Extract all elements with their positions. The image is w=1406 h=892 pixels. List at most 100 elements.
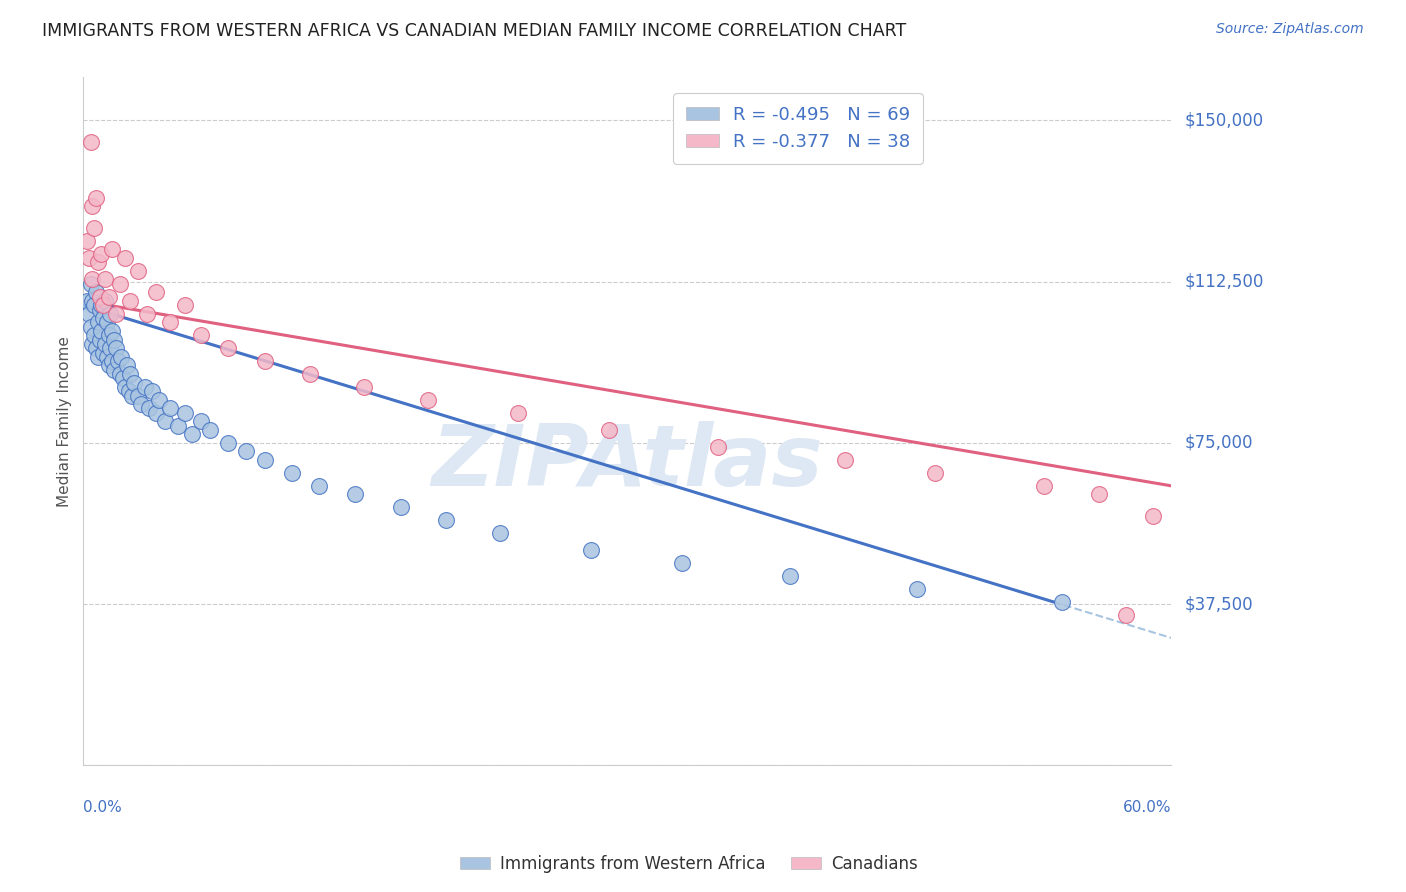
Point: [834, 453, 856, 467]
Point: [166, 418, 188, 433]
Point: [83, 298, 105, 312]
Text: IMMIGRANTS FROM WESTERN AFRICA VS CANADIAN MEDIAN FAMILY INCOME CORRELATION CHAR: IMMIGRANTS FROM WESTERN AFRICA VS CANADI…: [42, 22, 907, 40]
Point: [100, 307, 122, 321]
Point: [89, 333, 111, 347]
Point: [76, 234, 98, 248]
Point: [76, 293, 98, 308]
Point: [82, 337, 104, 351]
Point: [598, 423, 620, 437]
Y-axis label: Median Family Income: Median Family Income: [58, 336, 72, 507]
Text: $75,000: $75,000: [1185, 434, 1254, 452]
Point: [353, 380, 375, 394]
Point: [84, 191, 107, 205]
Text: $150,000: $150,000: [1185, 112, 1264, 129]
Point: [181, 427, 204, 442]
Point: [905, 582, 928, 596]
Point: [344, 487, 367, 501]
Point: [112, 371, 135, 385]
Point: [159, 316, 181, 330]
Point: [77, 307, 100, 321]
Point: [173, 298, 195, 312]
Point: [89, 302, 111, 317]
Text: 60.0%: 60.0%: [1123, 799, 1171, 814]
Legend: R = -0.495   N = 69, R = -0.377   N = 38: R = -0.495 N = 69, R = -0.377 N = 38: [673, 94, 922, 163]
Point: [87, 350, 110, 364]
Point: [120, 293, 142, 308]
Point: [135, 307, 157, 321]
Point: [707, 440, 730, 454]
Point: [308, 479, 330, 493]
Point: [117, 384, 139, 399]
Point: [114, 251, 136, 265]
Text: Source: ZipAtlas.com: Source: ZipAtlas.com: [1216, 22, 1364, 37]
Point: [108, 367, 131, 381]
Point: [127, 264, 149, 278]
Point: [89, 290, 111, 304]
Point: [121, 388, 143, 402]
Point: [489, 526, 512, 541]
Point: [671, 556, 693, 570]
Point: [108, 277, 131, 291]
Point: [114, 380, 136, 394]
Point: [90, 324, 112, 338]
Point: [107, 354, 129, 368]
Point: [115, 359, 138, 373]
Point: [110, 350, 132, 364]
Point: [104, 341, 127, 355]
Point: [90, 298, 112, 312]
Text: 0.0%: 0.0%: [83, 799, 122, 814]
Point: [120, 367, 142, 381]
Point: [235, 444, 257, 458]
Point: [281, 466, 304, 480]
Point: [91, 311, 114, 326]
Point: [79, 319, 101, 334]
Point: [79, 135, 101, 149]
Point: [253, 453, 276, 467]
Point: [217, 341, 239, 355]
Point: [94, 272, 117, 286]
Point: [134, 380, 156, 394]
Point: [84, 341, 107, 355]
Point: [91, 298, 114, 312]
Point: [153, 414, 176, 428]
Point: [1052, 595, 1074, 609]
Point: [253, 354, 276, 368]
Point: [82, 272, 104, 286]
Point: [217, 435, 239, 450]
Point: [579, 543, 602, 558]
Point: [141, 384, 163, 399]
Point: [190, 328, 212, 343]
Point: [101, 354, 124, 368]
Point: [1115, 607, 1137, 622]
Point: [97, 290, 120, 304]
Text: ZIPAtlas: ZIPAtlas: [432, 421, 823, 504]
Point: [131, 397, 153, 411]
Point: [779, 569, 801, 583]
Point: [101, 324, 124, 338]
Point: [82, 199, 104, 213]
Point: [145, 285, 167, 300]
Point: [87, 316, 110, 330]
Point: [87, 255, 110, 269]
Point: [145, 406, 167, 420]
Point: [82, 293, 104, 308]
Point: [84, 285, 107, 300]
Point: [416, 392, 439, 407]
Point: [1087, 487, 1109, 501]
Point: [138, 401, 160, 416]
Point: [508, 406, 530, 420]
Point: [200, 423, 222, 437]
Point: [79, 277, 101, 291]
Point: [94, 293, 117, 308]
Point: [101, 243, 124, 257]
Point: [97, 359, 120, 373]
Point: [91, 345, 114, 359]
Point: [90, 246, 112, 260]
Point: [83, 328, 105, 343]
Point: [298, 367, 321, 381]
Point: [924, 466, 946, 480]
Point: [104, 307, 127, 321]
Point: [159, 401, 181, 416]
Point: [190, 414, 212, 428]
Point: [96, 316, 118, 330]
